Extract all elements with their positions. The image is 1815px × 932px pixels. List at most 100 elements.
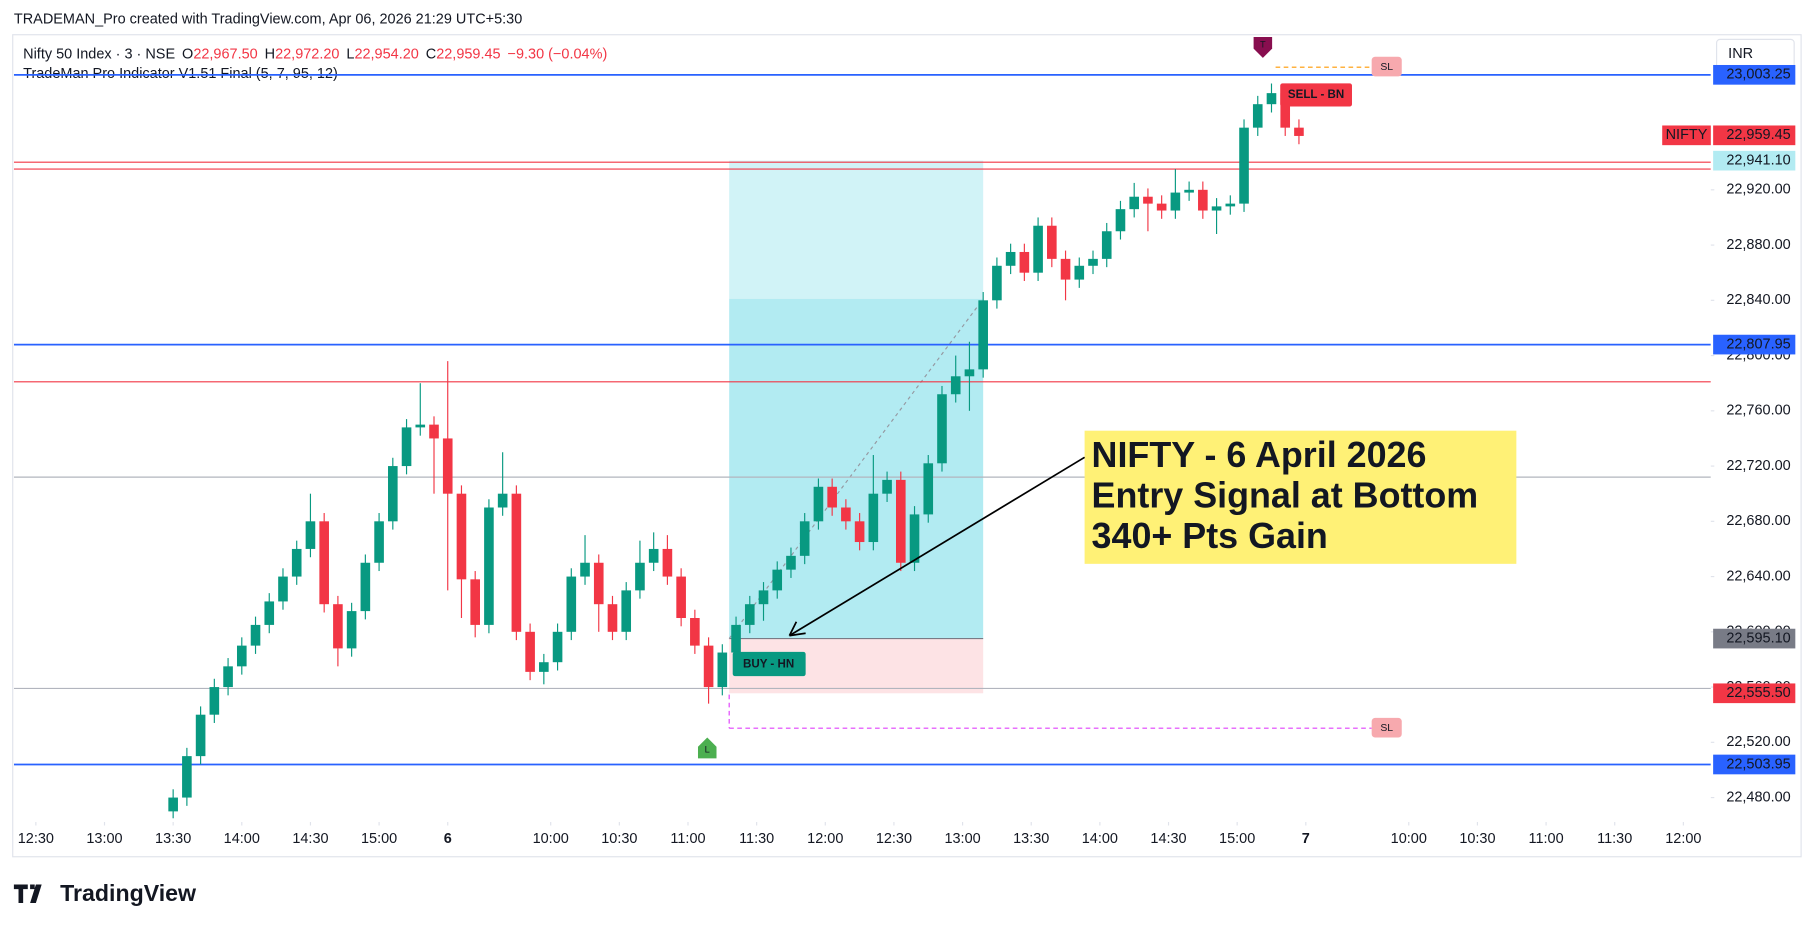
candle-body — [964, 369, 975, 377]
y-tick-label: 22,760.00 — [1726, 403, 1790, 419]
candle-body — [484, 507, 494, 625]
candle-body — [690, 618, 700, 646]
candle-body — [786, 555, 796, 570]
candle-body — [937, 394, 947, 464]
candle-body — [1266, 93, 1277, 105]
candle-body — [1088, 258, 1098, 266]
watermark: TRADEMAN_Pro created with TradingView.co… — [14, 12, 522, 28]
candle-body — [593, 562, 604, 605]
candle-body — [374, 521, 384, 563]
x-tick-label: 14:30 — [1150, 831, 1186, 847]
chart-frame — [12, 34, 1802, 858]
candle-body — [566, 576, 577, 632]
candle-body — [1170, 192, 1181, 211]
candle-body — [648, 548, 659, 563]
symbol-tag-box — [1662, 125, 1711, 146]
price-label: 23,003.25 — [1726, 67, 1790, 83]
candle-body — [978, 300, 988, 370]
candle-body — [992, 265, 1002, 301]
candle-body — [429, 424, 439, 439]
y-tick-label: 22,520.00 — [1726, 734, 1790, 750]
price-label-box — [1713, 64, 1796, 85]
candle-body — [621, 590, 632, 632]
x-tick-label: 11:30 — [739, 831, 774, 847]
candle-body — [1239, 127, 1249, 204]
stop-tag — [1371, 717, 1402, 738]
legend: Nifty 50 Index · 3 · NSE O22,967.50 H22,97… — [23, 46, 607, 62]
stop-tag-text: SL — [1380, 723, 1393, 734]
price-label-box — [1713, 754, 1796, 775]
candle-body — [1115, 209, 1126, 232]
candle-body — [182, 756, 192, 798]
y-tick-label: 22,720.00 — [1726, 458, 1790, 474]
x-tick-label: 13:00 — [944, 831, 980, 847]
candle-body — [1129, 196, 1140, 210]
price-label: 22,503.95 — [1726, 756, 1790, 772]
candle-body — [195, 714, 206, 757]
annotation-line: NIFTY - 6 April 2026 — [1092, 435, 1427, 475]
candle-body — [168, 797, 178, 812]
price-label-box — [1713, 628, 1796, 649]
arrow-head — [788, 621, 806, 637]
y-tick-label: 22,480.00 — [1726, 789, 1790, 805]
x-tick-label: 13:30 — [155, 831, 191, 847]
candle-body — [497, 493, 508, 508]
candle-body — [744, 604, 755, 625]
sell-signal-box — [1280, 83, 1352, 107]
price-label: 22,941.10 — [1726, 152, 1790, 168]
candle-body — [1198, 189, 1208, 211]
price-label-box — [1713, 334, 1796, 355]
sell-signal: SELL - BN — [1288, 89, 1344, 101]
price-label: 22,959.45 — [1726, 127, 1790, 143]
currency[interactable]: INR — [1728, 46, 1753, 62]
candle-body — [1005, 251, 1016, 266]
candle-body — [635, 562, 645, 591]
candle-body — [209, 687, 220, 715]
logo — [13, 884, 42, 904]
x-tick-label: 12:00 — [807, 831, 843, 847]
candle-body — [278, 576, 288, 602]
candle-body — [895, 479, 906, 563]
candle-body — [401, 427, 412, 467]
candle-body — [264, 601, 275, 625]
candle-body — [868, 493, 879, 543]
y-tick-label: 22,880.00 — [1726, 237, 1790, 253]
low-marker-box — [697, 737, 717, 759]
x-tick-label: 11:00 — [1529, 831, 1564, 847]
candle-body — [1019, 251, 1030, 273]
price-label: 22,595.10 — [1726, 630, 1790, 646]
y-tick-label: 22,680.00 — [1726, 513, 1790, 529]
candle-body — [539, 662, 549, 672]
candle-body — [799, 521, 810, 556]
y-tick-label: 22,920.00 — [1726, 182, 1790, 198]
target-zone-upper — [729, 160, 984, 299]
candle-body — [1074, 265, 1085, 280]
y-tick-label: 22,840.00 — [1726, 292, 1790, 308]
candle-body — [442, 438, 453, 494]
x-tick-label: 10:00 — [1391, 831, 1427, 847]
candle-body — [854, 521, 865, 543]
candle-body — [676, 576, 686, 619]
candle-body — [909, 514, 920, 563]
x-tick-label: 10:30 — [1459, 831, 1495, 847]
candle-body — [470, 579, 480, 625]
annotation-box — [1084, 430, 1517, 564]
x-tick-label: 7 — [1302, 831, 1310, 847]
candle-body — [1060, 258, 1071, 280]
stop-tag — [1371, 56, 1402, 77]
low-marker: L — [705, 745, 710, 755]
price-label-box — [1713, 125, 1796, 146]
buy-signal-box — [732, 651, 806, 677]
x-tick-label: 10:30 — [601, 831, 637, 847]
x-tick-label: 13:00 — [86, 831, 122, 847]
candle-body — [415, 424, 426, 428]
x-tick-label: 12:30 — [18, 831, 54, 847]
candle-body — [511, 493, 522, 632]
stop-tag-text: SL — [1380, 62, 1393, 73]
candle-body — [346, 611, 357, 649]
candle-body — [333, 604, 343, 649]
candle-body — [1252, 104, 1263, 128]
brand: TradingView — [60, 880, 197, 906]
price-label: 22,807.95 — [1726, 336, 1790, 352]
